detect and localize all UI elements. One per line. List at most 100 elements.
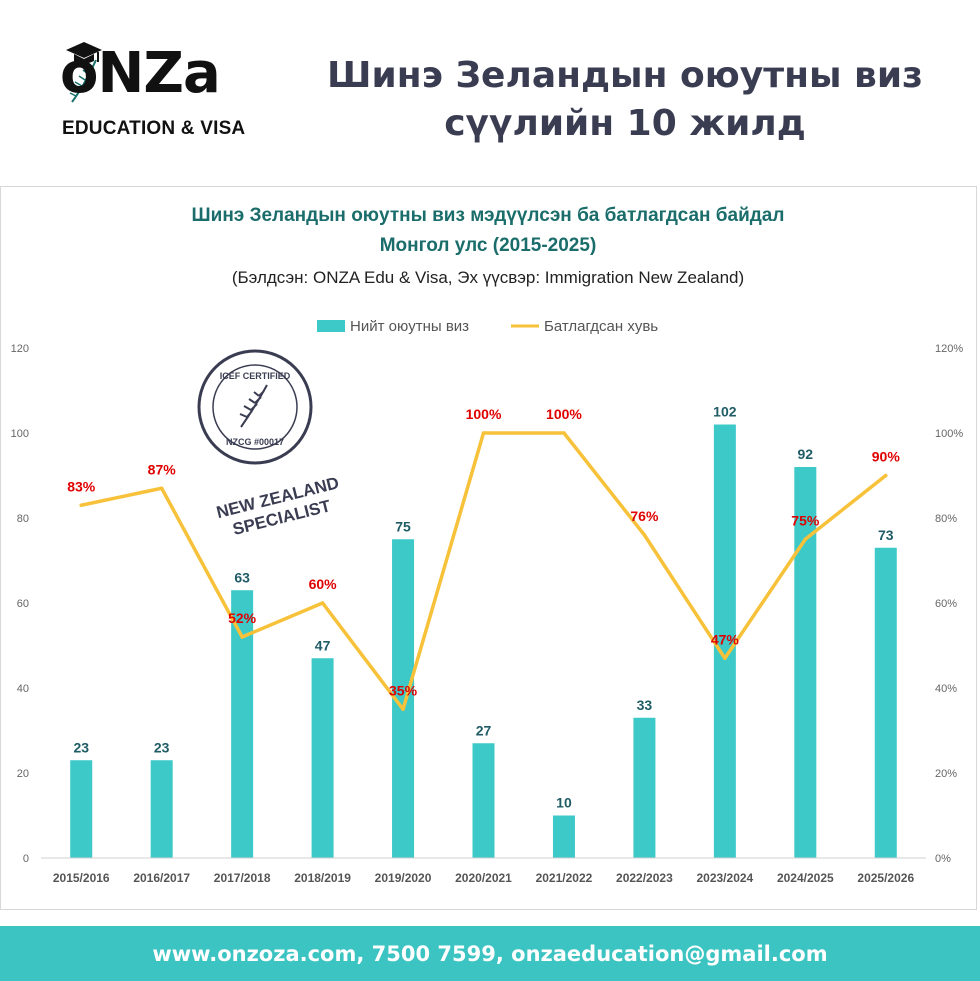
bar-value-label: 47: [315, 637, 331, 653]
legend-bar-swatch: [317, 320, 345, 332]
line-value-label: 35%: [389, 682, 418, 698]
line-value-label: 100%: [546, 406, 582, 422]
y-left-tick-label: 60: [17, 598, 29, 610]
bar: [472, 743, 495, 858]
bar: [552, 815, 575, 858]
x-tick-label: 2018/2019: [294, 871, 351, 885]
bar-value-label: 73: [878, 527, 894, 543]
line-value-label: 87%: [148, 461, 177, 477]
chart-title: Шинэ Зеландын оюутны виз мэдүүлсэн ба ба…: [192, 205, 785, 226]
legend-line-label: Батлагдсан хувь: [544, 318, 658, 335]
bar-series: [70, 424, 897, 858]
y-left-tick-label: 40: [17, 683, 29, 695]
y-right-tick-label: 80%: [935, 513, 957, 525]
y-left-tick-label: 100: [11, 428, 29, 440]
logo-wordmark: oNZa: [60, 41, 221, 106]
bar-value-label: 75: [395, 518, 411, 534]
x-tick-label: 2021/2022: [536, 871, 593, 885]
bar: [70, 760, 93, 858]
legend-bar-label: Нийт оюутны виз: [350, 318, 469, 335]
line-value-label: 83%: [67, 478, 96, 494]
legend: Нийт оюутны виз Батлагдсан хувь: [317, 318, 658, 335]
y-left-tick-label: 120: [11, 343, 29, 355]
line-value-labels: 83% 87% 52% 60% 35% 100% 100% 76% 47% 75% 90%: [67, 406, 900, 698]
line-value-label: 76%: [630, 508, 659, 524]
chart-source: (Бэлдсэн: ONZA Edu & Visa, Эх үүсвэр: Im…: [232, 268, 744, 287]
bar-value-label: 23: [154, 739, 170, 755]
bar-value-labels: 23 23 63 47 75 27 10 33 102 92 73: [73, 404, 893, 811]
line-value-label: 52%: [228, 610, 257, 626]
y-right-tick-label: 0%: [935, 853, 951, 865]
line-point: [883, 473, 888, 478]
page-title-line2: сүүлийн 10 жилд: [444, 103, 806, 144]
x-tick-label: 2020/2021: [455, 871, 512, 885]
badge-fern-icon: [239, 384, 268, 428]
bar-value-label: 27: [476, 722, 492, 738]
line-point: [159, 486, 164, 491]
bar: [794, 467, 817, 858]
y-right-tick-label: 40%: [935, 683, 957, 695]
bar-value-label: 10: [556, 795, 572, 811]
bar: [874, 547, 897, 858]
bar-value-label: 92: [798, 446, 814, 462]
bar: [713, 424, 736, 858]
y-left-tick-label: 80: [17, 513, 29, 525]
badge-ring-text: ICEF CERTIFIED: [220, 371, 291, 381]
line-value-label: 47%: [711, 631, 740, 647]
bar-value-label: 33: [637, 697, 653, 713]
y-right-tick-label: 100%: [935, 428, 963, 440]
line-value-label: 90%: [872, 449, 901, 465]
badge-inner-ring: [212, 364, 298, 450]
chart-subtitle: Монгол улс (2015-2025): [380, 235, 597, 256]
line-point: [401, 707, 405, 712]
bar: [231, 590, 254, 858]
bar-value-label: 102: [713, 404, 737, 420]
y-left-tick-label: 20: [17, 768, 29, 780]
chart: Шинэ Зеландын оюутны виз мэдүүлсэн ба ба…: [11, 205, 964, 885]
bar: [633, 717, 656, 858]
x-tick-label: 2023/2024: [696, 871, 753, 885]
line-value-label: 60%: [309, 576, 338, 592]
line-point: [642, 533, 647, 537]
line-point: [320, 601, 325, 605]
y-right-tick-label: 20%: [935, 768, 957, 780]
badge-code: NZCG #00017: [226, 437, 284, 447]
y-axis-left: 0 20 40 60 80 100 120: [11, 343, 29, 865]
y-axis-right: 0% 20% 40% 60% 80% 100% 120%: [935, 343, 963, 865]
bar-value-label: 23: [73, 739, 89, 755]
logo: oNZa EDUCATION & VISA: [60, 42, 260, 142]
line-point: [79, 503, 84, 508]
approval-rate-line: [80, 431, 887, 711]
bar: [311, 658, 334, 858]
footer-banner: www.onzoza.com, 7500 7599, onzaeducation…: [0, 926, 980, 981]
bar: [150, 760, 173, 858]
logo-subtitle: EDUCATION & VISA: [62, 118, 246, 139]
fern-icon: [69, 59, 97, 103]
y-left-tick-label: 0: [23, 853, 29, 865]
graduation-cap-icon: [66, 42, 102, 64]
x-tick-label: 2019/2020: [375, 871, 432, 885]
x-axis: 2015/2016 2016/2017 2017/2018 2018/2019 2019…: [41, 857, 926, 885]
logo-text: oNZa: [60, 41, 221, 106]
x-tick-label: 2022/2023: [616, 871, 673, 885]
line-point: [723, 656, 727, 661]
line-point: [481, 431, 486, 435]
line-point: [240, 635, 244, 639]
line-value-label: 75%: [791, 512, 820, 528]
page-title-line1: Шинэ Зеландын оюутны виз: [327, 55, 923, 96]
line-point: [562, 431, 566, 435]
line-series: [79, 431, 888, 712]
chart-card: Шинэ Зеландын оюутны виз мэдүүлсэн ба ба…: [0, 186, 977, 910]
line-value-label: 100%: [466, 406, 502, 422]
icef-badge: ICEF CERTIFIED NZCG #00017 NEW ZEALAND S…: [197, 349, 341, 539]
footer-contact: www.onzoza.com, 7500 7599, onzaeducation…: [152, 941, 828, 966]
x-tick-label: 2015/2016: [53, 871, 110, 885]
x-tick-label: 2016/2017: [133, 871, 190, 885]
page-title: Шинэ Зеландын оюутны виз сүүлийн 10 жилд: [300, 52, 950, 148]
x-tick-label: 2024/2025: [777, 871, 834, 885]
y-right-tick-label: 120%: [935, 343, 963, 355]
x-tick-label: 2017/2018: [214, 871, 271, 885]
bar-value-label: 63: [234, 569, 250, 585]
x-tick-label: 2025/2026: [857, 871, 914, 885]
bar: [392, 539, 415, 858]
